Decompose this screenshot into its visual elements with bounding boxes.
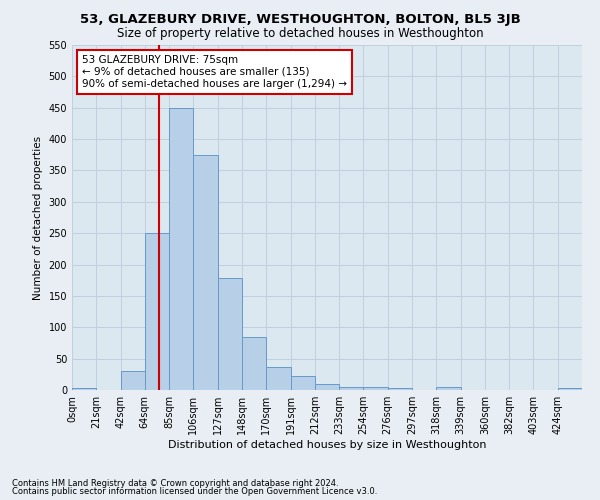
Bar [436,387,461,390]
Bar [193,155,218,390]
Bar [145,233,169,390]
X-axis label: Distribution of detached houses by size in Westhoughton: Distribution of detached houses by size … [168,440,486,450]
Bar [290,376,315,390]
Text: Contains HM Land Registry data © Crown copyright and database right 2024.: Contains HM Land Registry data © Crown c… [12,478,338,488]
Bar [388,388,412,390]
Text: 53, GLAZEBURY DRIVE, WESTHOUGHTON, BOLTON, BL5 3JB: 53, GLAZEBURY DRIVE, WESTHOUGHTON, BOLTO… [80,12,520,26]
Bar [364,387,388,390]
Text: Contains public sector information licensed under the Open Government Licence v3: Contains public sector information licen… [12,487,377,496]
Text: Size of property relative to detached houses in Westhoughton: Size of property relative to detached ho… [116,28,484,40]
Text: 53 GLAZEBURY DRIVE: 75sqm
← 9% of detached houses are smaller (135)
90% of semi-: 53 GLAZEBURY DRIVE: 75sqm ← 9% of detach… [82,56,347,88]
Bar [72,388,96,390]
Bar [121,371,145,390]
Bar [169,108,193,390]
Bar [266,367,290,390]
Bar [558,388,582,390]
Y-axis label: Number of detached properties: Number of detached properties [33,136,43,300]
Bar [218,278,242,390]
Bar [339,387,364,390]
Bar [315,384,339,390]
Bar [242,336,266,390]
